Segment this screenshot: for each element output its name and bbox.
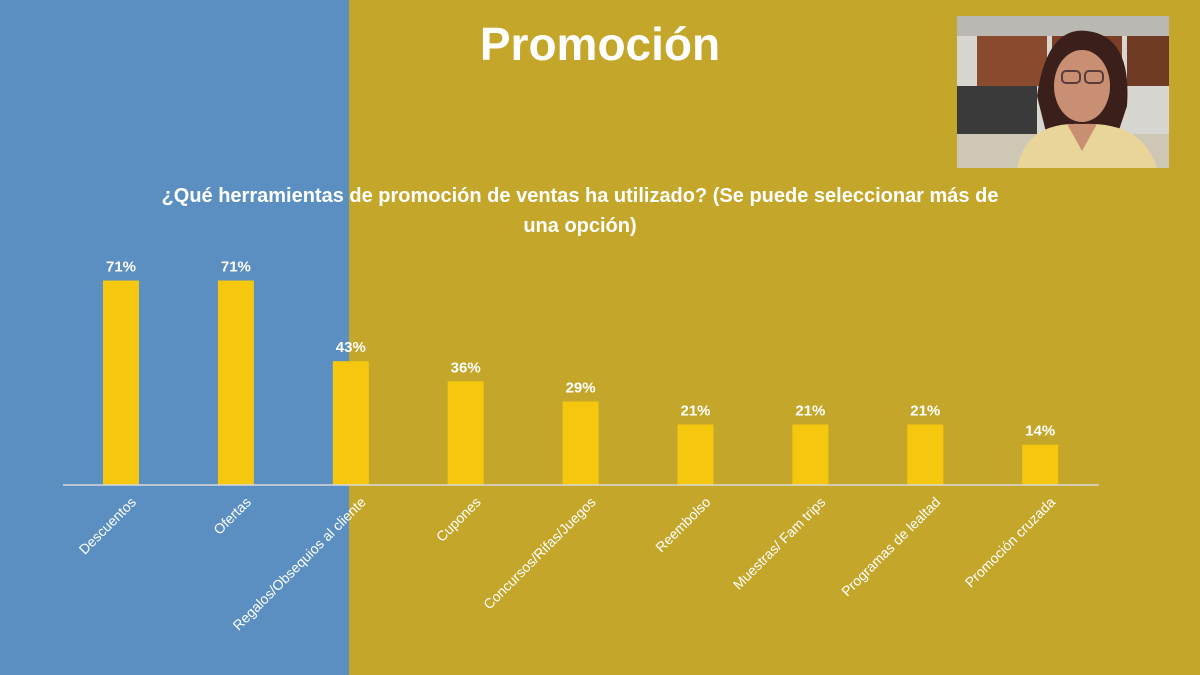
category-label-4: Cupones [433, 494, 484, 545]
bar-7 [792, 424, 829, 485]
value-label-5: 29% [566, 379, 596, 396]
bars-group [103, 280, 1059, 485]
bar-2 [217, 280, 254, 485]
bar-1 [103, 280, 139, 485]
bar-4 [447, 381, 484, 485]
category-label-9: Promoción cruzada [962, 494, 1059, 591]
left-background-panel [0, 0, 349, 675]
value-label-3: 43% [336, 339, 366, 356]
value-label-6: 21% [680, 403, 710, 420]
bar-8 [907, 424, 944, 485]
bar-3 [332, 361, 369, 485]
value-label-2: 71% [221, 259, 251, 276]
bar-6 [677, 424, 714, 485]
slide-title: Promoción [479, 18, 721, 70]
value-label-9: 14% [1025, 423, 1055, 440]
value-label-7: 21% [795, 403, 825, 420]
category-label-6: Reembolso [652, 494, 714, 556]
category-label-2: Ofertas [210, 494, 254, 538]
value-labels-group: 71% 71% 43% 36% 29% 21% 21% 21% 14% [106, 259, 1055, 440]
bar-9 [1022, 444, 1059, 485]
category-label-5: Concursos/Rifas/Juegos [480, 494, 599, 613]
chart-title: ¿Qué herramientas de promoción de ventas… [161, 185, 999, 237]
value-label-1: 71% [106, 259, 136, 276]
bar-5 [562, 401, 599, 485]
value-label-4: 36% [451, 359, 481, 376]
presenter-video-thumbnail[interactable] [957, 16, 1169, 168]
category-label-8: Programas de lealtad [838, 494, 943, 599]
category-label-3: Regalos/Obsequios al cliente [229, 494, 369, 634]
value-label-8: 21% [910, 403, 940, 420]
category-label-7: Muestras/ Fam trips [730, 494, 829, 593]
category-label-1: Descuentos [76, 494, 140, 558]
presenter-webcam-image [957, 16, 1169, 168]
